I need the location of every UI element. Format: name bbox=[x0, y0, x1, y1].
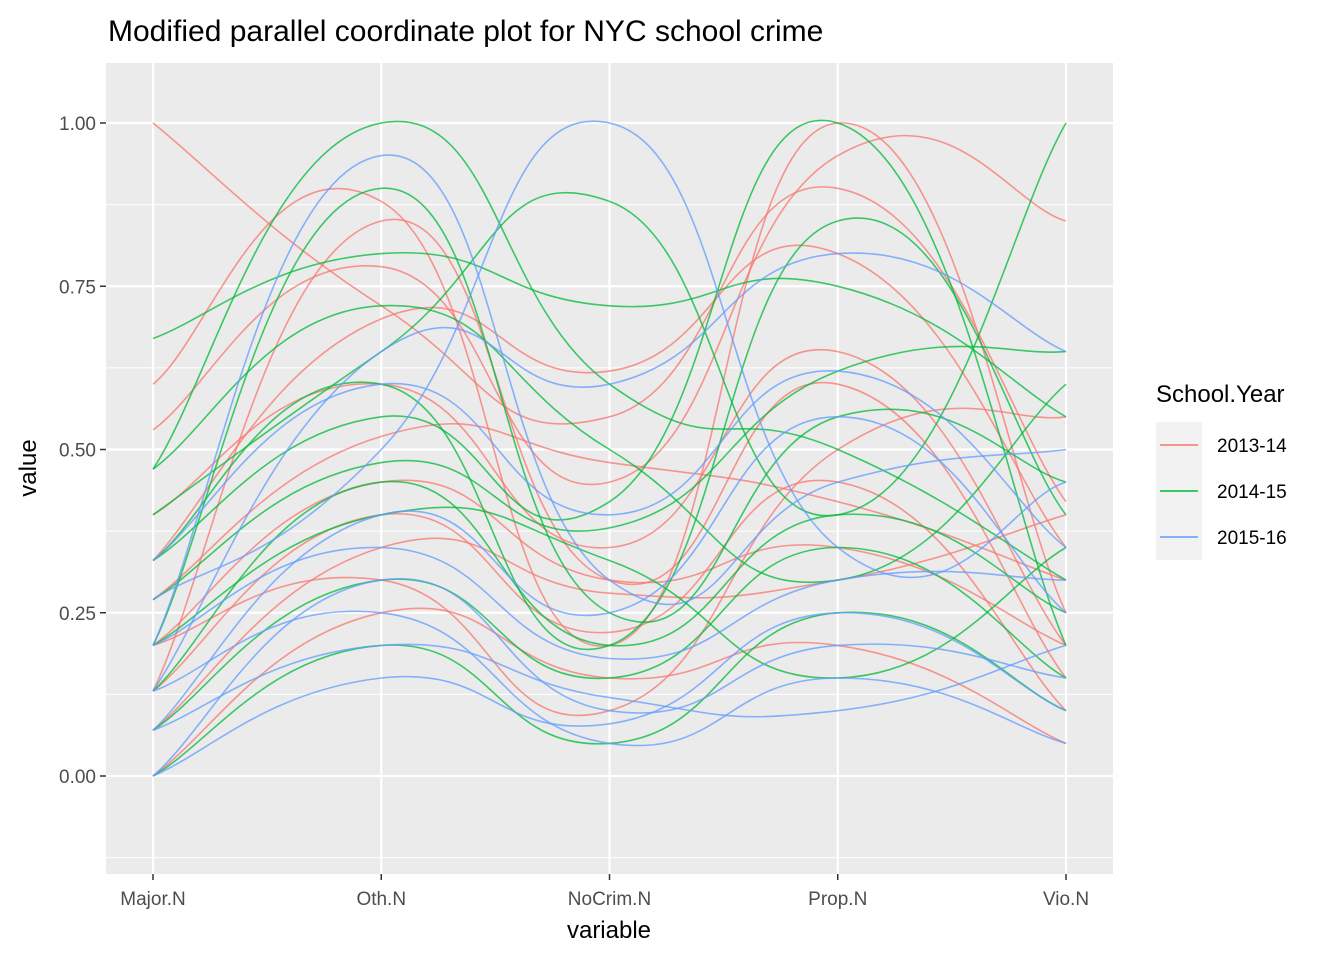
y-axis-title: value bbox=[15, 439, 42, 496]
y-tick-label: 0.00 bbox=[59, 767, 96, 788]
series-lines bbox=[152, 119, 1067, 777]
series-line-2013-14 bbox=[152, 134, 1067, 486]
series-line-2013-14 bbox=[152, 122, 1067, 647]
series-line-2015-16 bbox=[152, 120, 1067, 601]
series-line-2014-15 bbox=[152, 506, 1067, 679]
legend-label: 2015-16 bbox=[1217, 528, 1287, 549]
legend-label: 2014-15 bbox=[1217, 482, 1287, 503]
x-tick-label: Major.N bbox=[120, 889, 185, 910]
series-line-2013-14 bbox=[152, 122, 1067, 503]
x-axis-title: variable bbox=[567, 917, 651, 944]
x-axis-ticks: Major.N Oth.N NoCrim.N Prop.N Vio.N bbox=[120, 874, 1089, 910]
legend-label: 2013-14 bbox=[1217, 436, 1287, 457]
series-line-2013-14 bbox=[152, 479, 1067, 712]
x-tick-label: NoCrim.N bbox=[568, 889, 651, 910]
series-line-2015-16 bbox=[152, 546, 1067, 660]
series-line-2013-14 bbox=[152, 218, 1067, 692]
y-tick-label: 1.00 bbox=[59, 114, 96, 135]
series-line-2015-16 bbox=[152, 370, 1067, 562]
series-line-2014-15 bbox=[152, 119, 1067, 646]
series-line-2015-16 bbox=[152, 611, 1067, 777]
series-line-2014-15 bbox=[152, 546, 1067, 731]
legend: School.Year 2013-14 2014-15 2015-16 bbox=[1156, 381, 1287, 560]
series-line-2014-15 bbox=[152, 251, 1067, 418]
series-line-2015-16 bbox=[152, 154, 1067, 646]
series-line-2013-14 bbox=[152, 514, 1067, 731]
series-line-2014-15 bbox=[152, 480, 1067, 692]
series-line-2015-16 bbox=[152, 577, 1067, 777]
series-line-2015-16 bbox=[152, 252, 1067, 692]
series-line-2013-14 bbox=[152, 244, 1067, 562]
series-line-2014-15 bbox=[152, 187, 1067, 646]
chart-title: Modified parallel coordinate plot for NY… bbox=[108, 15, 823, 48]
y-axis-ticks: 0.00 0.25 0.50 0.75 1.00 bbox=[59, 114, 106, 788]
legend-title: School.Year bbox=[1156, 381, 1285, 408]
y-tick-label: 0.50 bbox=[59, 441, 96, 462]
series-line-2014-15 bbox=[152, 345, 1067, 601]
series-line-2014-15 bbox=[152, 304, 1067, 584]
x-tick-label: Prop.N bbox=[808, 889, 867, 910]
y-tick-label: 0.25 bbox=[59, 604, 96, 625]
series-line-2015-16 bbox=[152, 610, 1067, 747]
series-line-2015-16 bbox=[152, 643, 1067, 732]
series-line-2014-15 bbox=[152, 217, 1067, 650]
x-tick-label: Oth.N bbox=[356, 889, 406, 910]
y-tick-label: 0.75 bbox=[59, 277, 96, 298]
x-tick-label: Vio.N bbox=[1043, 889, 1089, 910]
